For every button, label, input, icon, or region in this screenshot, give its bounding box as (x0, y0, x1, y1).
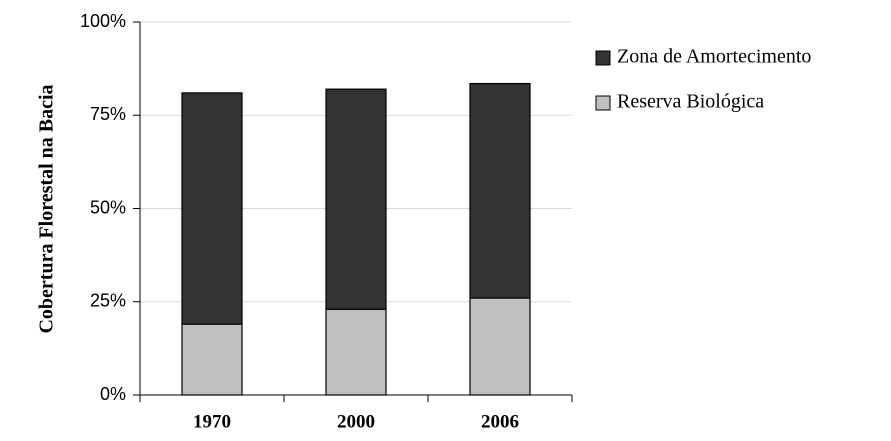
y-tick-label: 0% (100, 384, 126, 404)
y-tick-label: 25% (90, 291, 126, 311)
legend-label: Reserva Biológica (617, 91, 764, 113)
legend-swatch (595, 95, 611, 111)
bar-segment (469, 82, 531, 299)
bar-segment (181, 92, 243, 325)
x-tick-label: 1970 (193, 411, 231, 432)
y-tick-label: 100% (80, 11, 126, 31)
y-tick-label: 50% (90, 197, 126, 217)
bar-segment (469, 297, 531, 396)
x-tick-label: 2000 (337, 411, 375, 432)
bar-segment (325, 308, 387, 396)
bar-segment (325, 88, 387, 310)
x-tick-label: 2006 (481, 411, 519, 432)
y-tick-label: 75% (90, 104, 126, 124)
y-axis-label: Cobertura Florestal na Bacia (36, 84, 58, 333)
bar-segment (181, 323, 243, 396)
legend-swatch (595, 50, 611, 66)
legend-label: Zona de Amortecimento (617, 46, 811, 68)
